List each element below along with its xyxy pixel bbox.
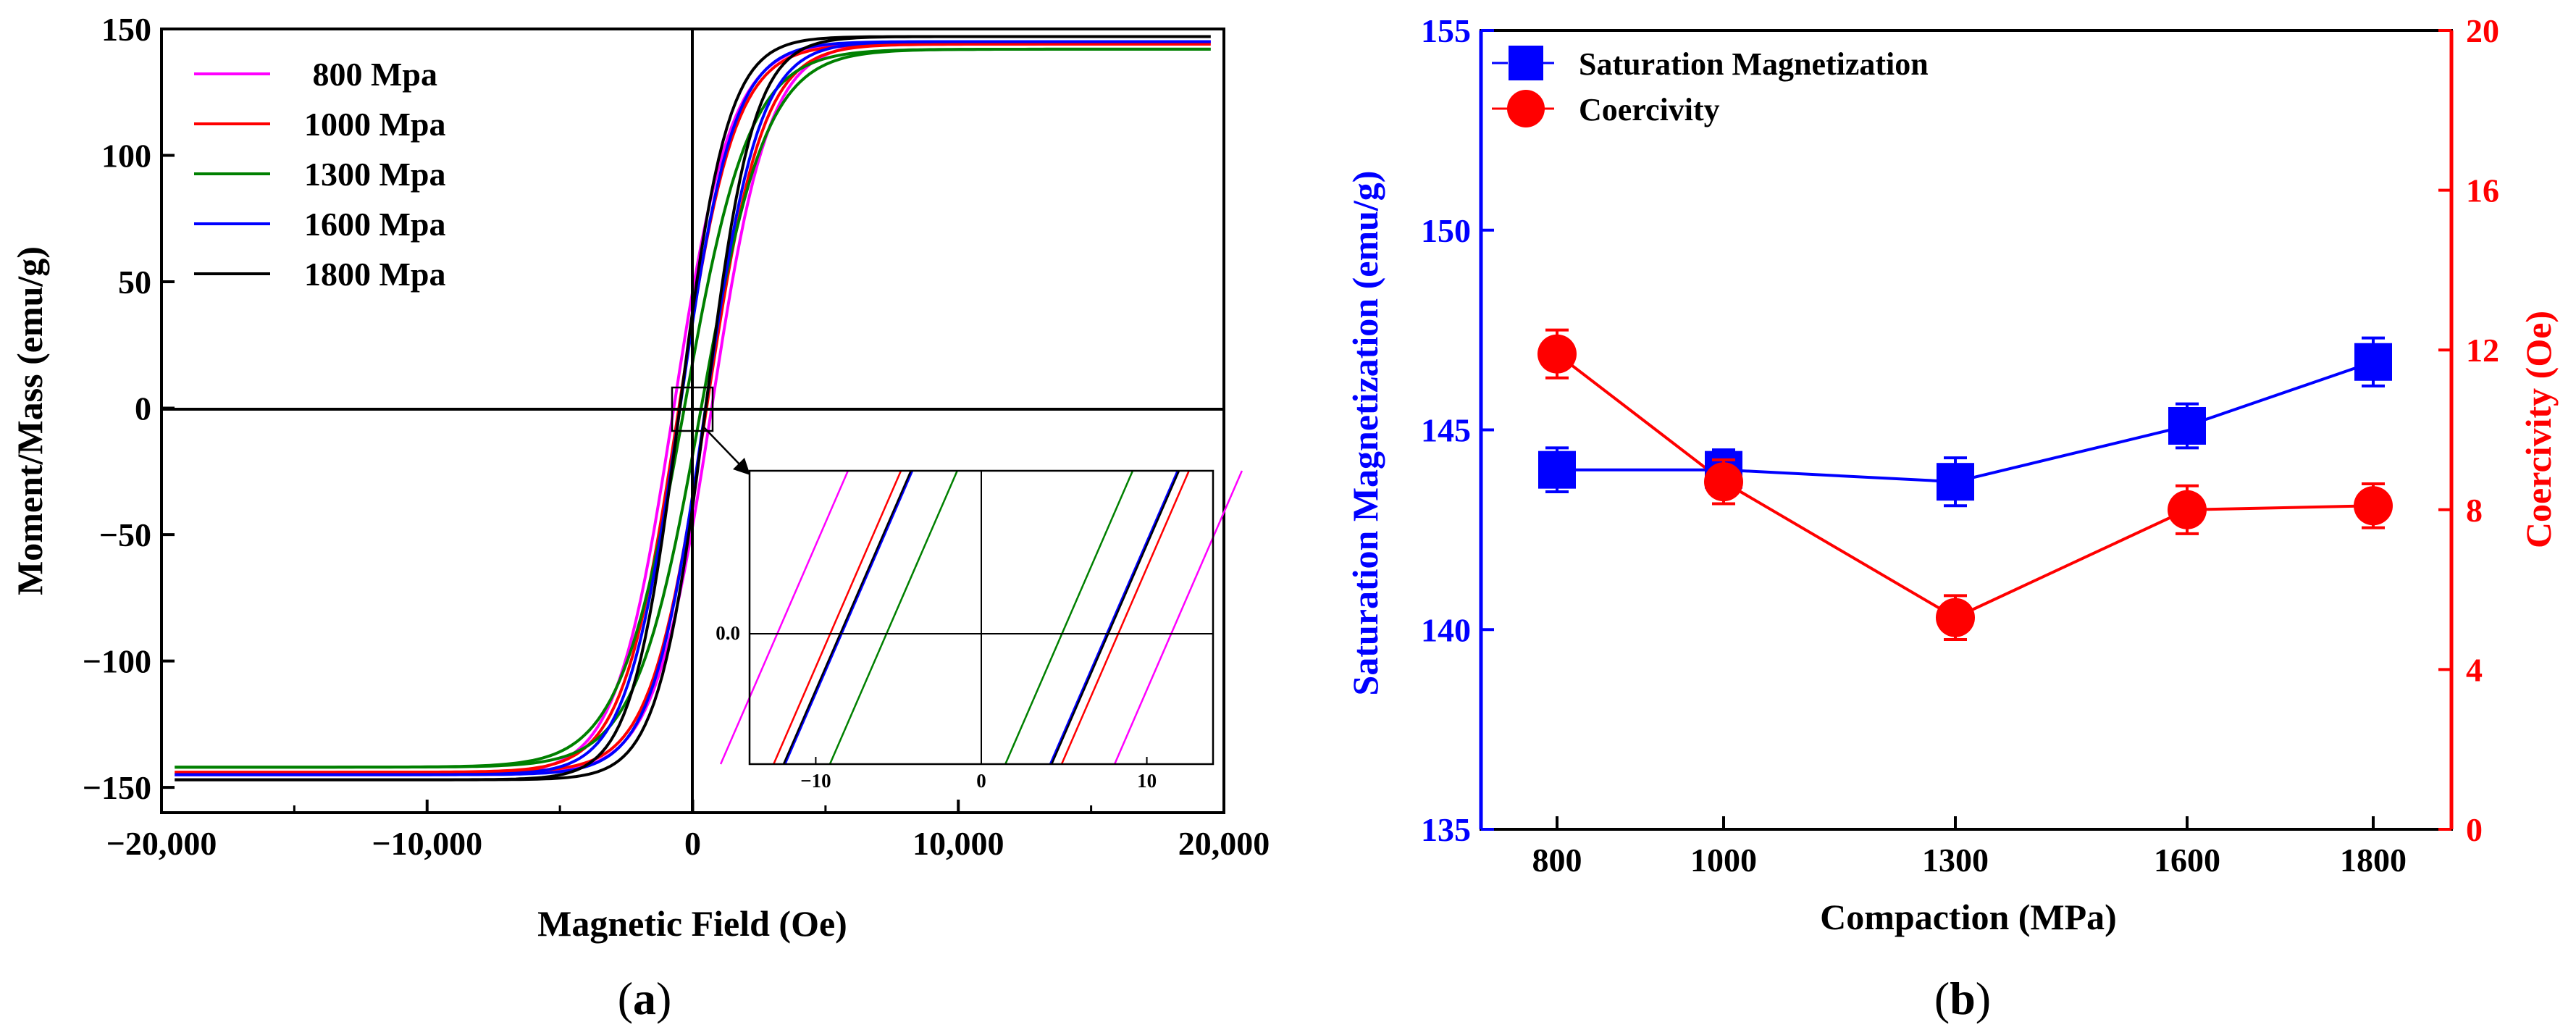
- inset-line-1800-mpa: [782, 470, 912, 765]
- marker-coercivity: [1936, 598, 1975, 637]
- legend-label-800-mpa: 800 Mpa: [304, 56, 437, 93]
- x-tick-label-a: 10,000: [912, 825, 1004, 862]
- marker-saturation-magnetization: [1937, 463, 1974, 501]
- x-tick-label-a: 20,000: [1178, 825, 1270, 862]
- legend-b: Saturation Magnetization Coercivity: [1492, 46, 1929, 127]
- inset-line-1600-mpa: [1049, 470, 1178, 765]
- left-y-tick-label-b: 150: [1421, 212, 1471, 249]
- y-tick-label-a: −150: [83, 769, 151, 806]
- right-y-tick-label-b: 4: [2466, 651, 2483, 688]
- inset-line-800-mpa: [719, 470, 849, 765]
- legend-label-1800-mpa: 1800 Mpa: [304, 256, 446, 293]
- x-axis-title-a: Magnetic Field (Oe): [537, 903, 847, 944]
- x-tick-label-a: 0: [684, 825, 701, 862]
- inset-x-tick-label: −10: [800, 770, 831, 792]
- caption-a: (a): [618, 973, 672, 1024]
- y-tick-label-a: −100: [83, 643, 151, 680]
- x-tick-label-b: 800: [1532, 842, 1582, 879]
- marker-saturation-magnetization: [1538, 451, 1576, 489]
- inset-line-1000-mpa: [1060, 470, 1190, 765]
- marker-coercivity: [1537, 334, 1577, 374]
- left-y-axis-title-b: Saturation Magnetization (emu/g): [1345, 171, 1385, 696]
- right-y-tick-label-b: 0: [2466, 811, 2483, 848]
- inset-curves: [719, 470, 1243, 765]
- x-tick-label-b: 1000: [1690, 842, 1757, 879]
- y-tick-label-a: 50: [118, 264, 151, 301]
- right-y-axis-title-b: Coercivity (Oe): [2518, 311, 2559, 548]
- x-tick-label-a: −20,000: [106, 825, 217, 862]
- left-y-ticks-b: 135 140 145 150 155: [1421, 12, 1494, 848]
- inset-line-800-mpa: [1113, 470, 1243, 765]
- left-y-tick-label-b: 135: [1421, 811, 1471, 848]
- marker-saturation-magnetization: [2168, 406, 2206, 445]
- legend-marker-coercivity: [1507, 90, 1545, 127]
- inset-zoom-chart: −10 0 10 0.0: [716, 469, 1243, 792]
- y-tick-label-a: 0: [135, 390, 151, 427]
- y-ticks-a: 150 100 50 0 −50 −100 −150: [83, 11, 175, 806]
- inset-x-ticks: −10 0 10: [800, 757, 1157, 792]
- right-y-tick-label-b: 16: [2466, 172, 2499, 209]
- y-tick-label-a: −50: [99, 516, 151, 553]
- panel-b-compaction-chart: 800 1000 1300 1600 1800 135 140 145 150 155 0 4 8 1…: [1345, 12, 2559, 937]
- x-tick-label-a: −10,000: [372, 825, 482, 862]
- legend-label-1000-mpa: 1000 Mpa: [304, 106, 446, 143]
- panel-a-hysteresis-chart: −20,000 −10,000 0 10,000 20,000 150100500−50…: [9, 11, 1270, 944]
- inset-line-1600-mpa: [784, 470, 914, 765]
- right-y-ticks-b: 0 4 8 12 16 20: [2438, 12, 2499, 848]
- right-y-tick-label-b: 20: [2466, 12, 2499, 49]
- marker-coercivity: [2354, 486, 2393, 526]
- series-lines-b: [1537, 328, 2393, 642]
- left-y-tick-label-b: 145: [1421, 412, 1471, 449]
- x-tick-label-b: 1300: [1922, 842, 1989, 879]
- left-y-tick-label-b: 155: [1421, 12, 1471, 49]
- legend-label-1300-mpa: 1300 Mpa: [304, 156, 446, 193]
- marker-coercivity: [2168, 490, 2207, 529]
- inset-x-tick-label: 10: [1137, 770, 1157, 792]
- legend-marker-saturation: [1509, 46, 1543, 80]
- x-ticks-b: 800 1000 1300 1600 1800: [1532, 816, 2407, 879]
- marker-saturation-magnetization: [2354, 343, 2392, 381]
- zoom-arrowhead: [733, 458, 750, 475]
- legend-label-coercivity: Coercivity: [1579, 92, 1720, 127]
- y-tick-label-a: 150: [101, 11, 151, 48]
- x-ticks-a: −20,000 −10,000 0 10,000 20,000: [106, 800, 1270, 862]
- x-axis-title-b: Compaction (MPa): [1820, 897, 2117, 937]
- inset-line-1800-mpa: [1051, 470, 1180, 765]
- inset-line-1000-mpa: [773, 470, 902, 765]
- inset-y-tick-label: 0.0: [716, 622, 740, 644]
- zoom-box: [671, 386, 714, 432]
- inset-x-tick-label: 0: [976, 770, 986, 792]
- caption-b: (b): [1934, 973, 1991, 1024]
- inset-line-1300-mpa: [1004, 470, 1134, 765]
- legend-label-saturation: Saturation Magnetization: [1579, 46, 1929, 82]
- x-tick-label-b: 1600: [2154, 842, 2220, 879]
- inset-line-1300-mpa: [828, 470, 958, 765]
- y-tick-label-a: 100: [101, 138, 151, 175]
- plot-frame-b: [1480, 29, 2453, 831]
- x-tick-label-b: 1800: [2340, 842, 2407, 879]
- y-axis-title-a: Moment/Mass (emu/g): [9, 246, 50, 595]
- left-y-tick-label-b: 140: [1421, 611, 1471, 648]
- marker-coercivity: [1704, 462, 1743, 502]
- legend-a: 800 Mpa 1000 Mpa 1300 Mpa 1600 Mpa 1800 Mpa: [194, 56, 446, 293]
- right-y-tick-label-b: 12: [2466, 332, 2499, 369]
- right-y-tick-label-b: 8: [2466, 492, 2483, 529]
- zoom-arrow: [703, 427, 743, 468]
- legend-label-1600-mpa: 1600 Mpa: [304, 206, 446, 243]
